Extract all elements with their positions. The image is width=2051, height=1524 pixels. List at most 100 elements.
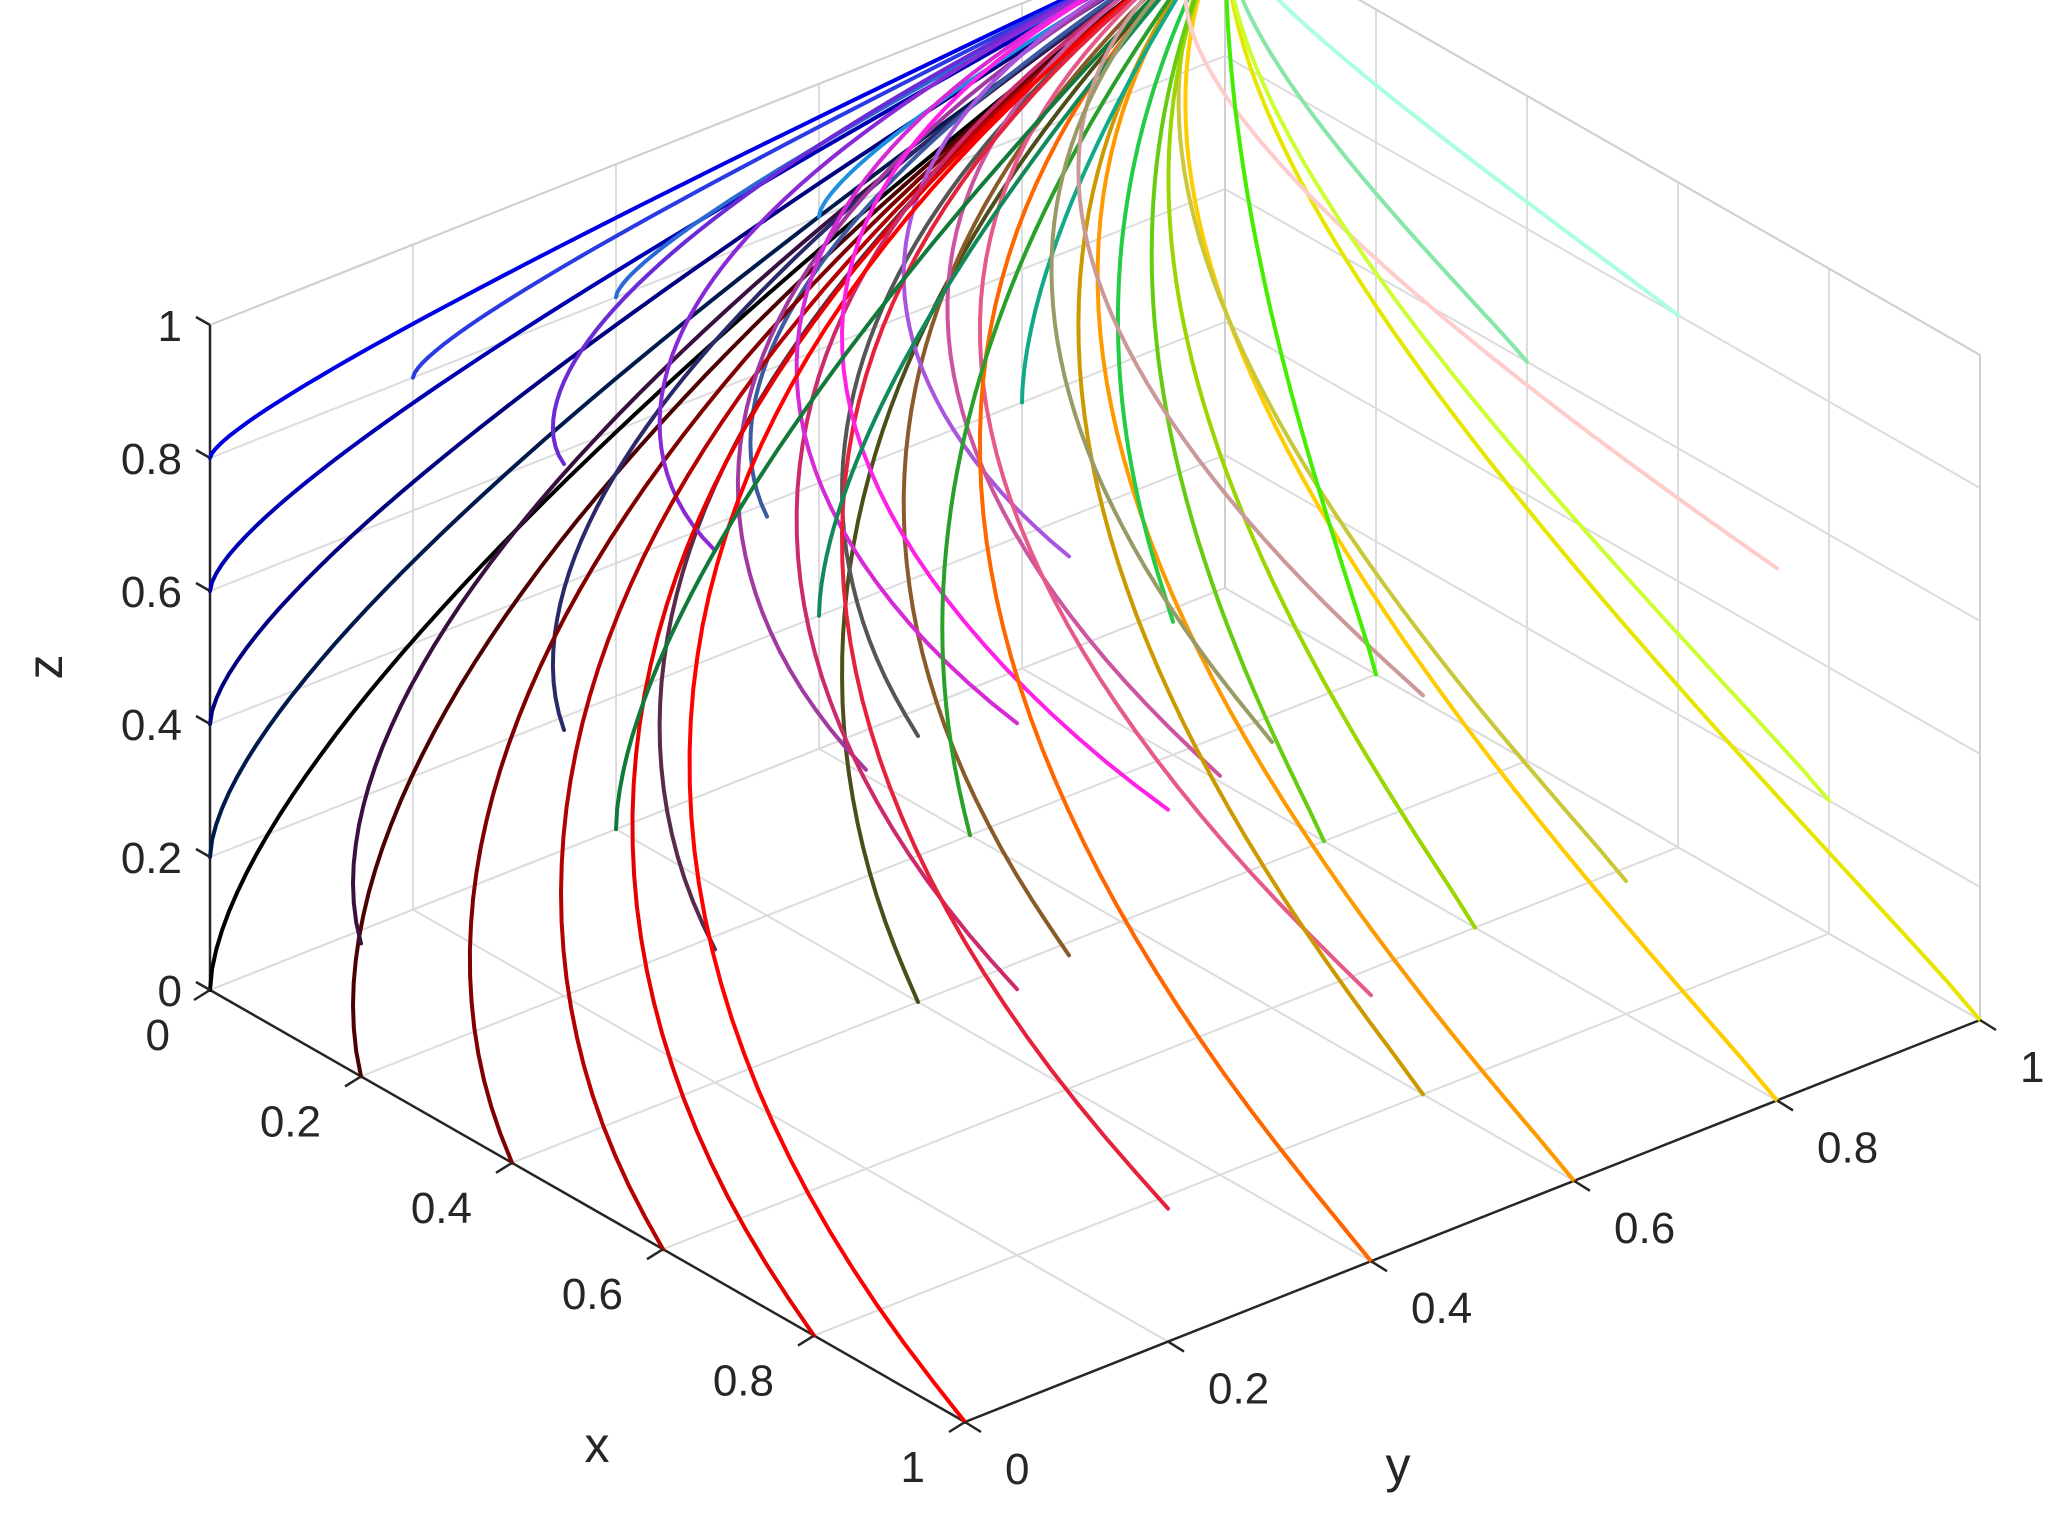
- box-edge: [1357, 0, 1981, 356]
- series-line: [839, 0, 1170, 1211]
- axes-box: [208, 0, 1981, 1424]
- grid-line: [1224, 454, 1981, 888]
- x-tick-label: 0.2: [260, 1097, 321, 1146]
- series-line: [748, 0, 1114, 519]
- series-line: [1183, 0, 1779, 571]
- series-line: [657, 0, 1080, 553]
- series-line: [350, 0, 1130, 1079]
- y-tick-label: 0: [1005, 1445, 1029, 1494]
- series-line: [794, 0, 1085, 726]
- grid-line: [1224, 188, 1981, 622]
- y-tick-label: 0.6: [1614, 1204, 1675, 1253]
- series-line: [558, 0, 1131, 1252]
- z-tick-label: 0.6: [121, 568, 182, 617]
- z-tick: [195, 448, 211, 460]
- series-line: [940, 0, 1172, 838]
- grid-line: [818, 747, 1575, 1182]
- series-line: [1232, 0, 1831, 803]
- grid-line: [1224, 55, 1981, 489]
- axis-labels: x y z: [17, 655, 1411, 1494]
- series-line: [1183, 0, 1779, 1103]
- grid-line: [1224, 587, 1981, 1021]
- ticks: 0 0.2 0.4 0.6 0.8 1 0 0.2 0.4 0.6 0.8 1 0 0.2 0.4 0.6 0.…: [121, 302, 2045, 1494]
- grid-line: [615, 828, 1372, 1263]
- z-tick: [195, 847, 211, 859]
- series-line: [614, 0, 1153, 832]
- series-line: [839, 0, 1170, 812]
- z-tick-label: 0: [158, 967, 182, 1016]
- series-line: [1076, 0, 1425, 698]
- series-line: [208, 0, 1119, 859]
- series-line: [1166, 0, 1477, 930]
- z-tick-label: 0.2: [121, 834, 182, 883]
- z-tick: [195, 714, 211, 726]
- y-tick-label: 0.4: [1411, 1284, 1472, 1333]
- grid-line: [209, 454, 1226, 858]
- y-tick: [1167, 1340, 1185, 1353]
- z-tick: [195, 315, 211, 327]
- x-axis-label: x: [585, 1417, 610, 1473]
- series-line: [1020, 0, 1179, 405]
- x-tick-label: 0.6: [562, 1270, 623, 1319]
- series-line: [840, 0, 1155, 1004]
- y-tick: [1979, 1018, 1997, 1032]
- y-tick: [1573, 1179, 1591, 1192]
- x-tick: [344, 1075, 362, 1088]
- series-line: [208, 0, 1089, 593]
- y-axis-label: y: [1386, 1437, 1411, 1493]
- series-line: [1049, 0, 1274, 744]
- grid-line: [511, 759, 1528, 1164]
- series-line: [977, 0, 1373, 998]
- z-tick: [195, 980, 211, 992]
- x-tick: [646, 1248, 664, 1261]
- y-tick: [1370, 1260, 1388, 1273]
- grid-line: [1021, 667, 1778, 1102]
- series-line: [1095, 0, 1576, 1183]
- y-axis-line: [964, 1018, 1981, 1424]
- grid-line: [662, 846, 1679, 1251]
- series-line: [1224, 0, 1378, 677]
- y-tick: [964, 1420, 982, 1434]
- x-tick-label: 0.8: [713, 1357, 774, 1406]
- grid-line: [412, 908, 1169, 1343]
- series-line: [1275, 0, 1680, 318]
- grid-line: [209, 55, 1226, 459]
- z-tick: [195, 581, 211, 593]
- series-line: [1240, 0, 1529, 364]
- series-line: [208, 0, 1129, 992]
- x-tick: [797, 1334, 815, 1347]
- x-tick: [193, 988, 211, 1002]
- x-tick-label: 1: [901, 1443, 925, 1492]
- z-tick-label: 0.8: [121, 435, 182, 484]
- series-line: [901, 0, 1097, 559]
- series-line: [1115, 0, 1190, 624]
- series-line: [630, 0, 1131, 1338]
- grid-line: [209, 321, 1226, 725]
- y-tick: [1776, 1099, 1794, 1112]
- x-tick-label: 0.4: [411, 1184, 472, 1233]
- series-group: [208, 0, 1982, 1424]
- series-line: [901, 0, 1147, 958]
- series-line: [550, 0, 1077, 466]
- y-tick-label: 1: [2020, 1043, 2044, 1092]
- series-line: [687, 0, 1132, 1424]
- x-tick-label: 0: [146, 1011, 170, 1060]
- x-tick: [948, 1420, 966, 1434]
- series-line: [1149, 0, 1326, 844]
- y-tick-label: 0.2: [1208, 1365, 1269, 1414]
- series-line: [411, 0, 1074, 380]
- box-edge: [209, 0, 1034, 326]
- x-axis-line: [209, 988, 966, 1424]
- series-line: [208, 0, 1067, 460]
- series-line: [1230, 0, 1982, 1022]
- series-line: [817, 0, 1100, 219]
- series-line: [1176, 0, 1628, 883]
- grid-line: [813, 932, 1830, 1337]
- grid: [209, 0, 1981, 1423]
- z-axis-label: z: [17, 655, 73, 680]
- grid-line: [1224, 321, 1981, 755]
- z-tick-label: 0.4: [121, 701, 182, 750]
- x-tick: [495, 1161, 513, 1174]
- grid-line: [209, 587, 1226, 991]
